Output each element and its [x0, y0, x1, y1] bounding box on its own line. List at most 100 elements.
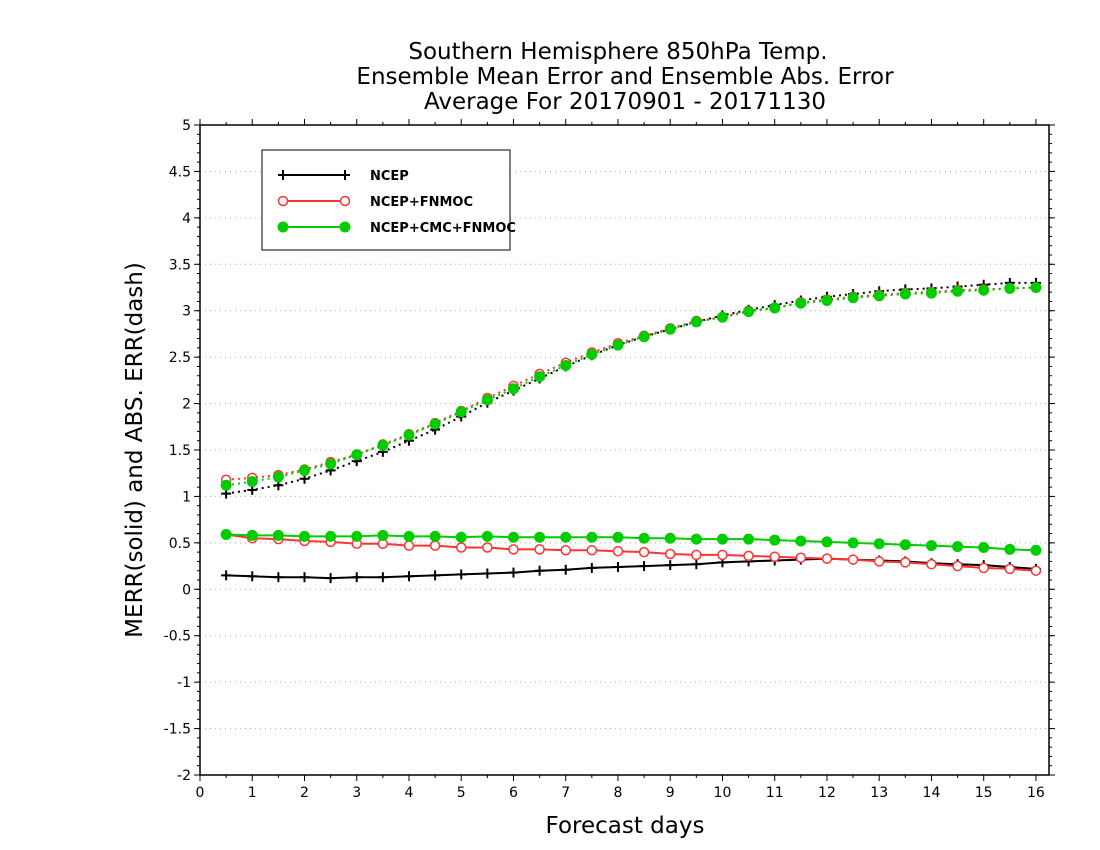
series-1-merr-point — [429, 540, 441, 551]
series-0-abserr-line — [225, 281, 1036, 495]
x-tick-label: 14 — [923, 785, 941, 801]
chart-title-line-2: Ensemble Mean Error and Ensemble Abs. Er… — [356, 64, 894, 90]
series-1-merr-point — [769, 551, 780, 563]
series-2-merr-point — [272, 529, 284, 541]
series-2-abserr-point — [351, 449, 363, 461]
y-tick-label: -1 — [177, 675, 191, 691]
series-0-merr-point — [273, 572, 284, 583]
legend-marker-right-1 — [339, 195, 351, 207]
series-2-merr-point — [612, 531, 624, 543]
series-1-merr-point — [403, 540, 415, 551]
series-2-merr-point — [1030, 544, 1042, 556]
x-tick-label: 5 — [457, 785, 466, 801]
y-axis-label: MERR(solid) and ABS. ERR(dash) — [122, 262, 148, 638]
y-tick-label: -0.5 — [164, 629, 191, 645]
series-2-abserr-point — [298, 464, 310, 476]
series-2-merr-point — [325, 530, 337, 542]
series-2-abserr-point — [429, 418, 441, 430]
series-2-merr-point — [821, 536, 833, 548]
y-tick-label: 2.5 — [169, 350, 191, 366]
series-2-abserr-point — [978, 284, 990, 296]
legend-marker-right-2 — [339, 221, 351, 233]
series-2-merr-point — [534, 531, 546, 543]
y-tick-label: 1.5 — [169, 443, 191, 459]
series-1-merr-point — [978, 562, 989, 574]
series-0-merr-point — [665, 560, 676, 571]
series-2-abserr-point — [455, 406, 467, 418]
series-2-abserr-point — [325, 458, 337, 470]
series-2-merr-point — [952, 541, 964, 553]
series-1-merr-point — [455, 542, 467, 553]
series-1-merr-point — [847, 554, 859, 565]
series-2-merr-point — [403, 530, 415, 542]
series-1-merr-point — [638, 546, 650, 558]
series-1-merr-point — [873, 556, 885, 567]
series-2-merr-point — [769, 534, 781, 546]
series-2-abserr-point — [743, 306, 755, 318]
series-2-merr-point — [507, 531, 519, 543]
series-1-merr-point — [508, 544, 519, 555]
series-1-merr-point — [586, 545, 598, 556]
series-2-merr-point — [455, 531, 467, 543]
x-tick-label: 8 — [614, 785, 623, 801]
x-tick-label: 1 — [248, 785, 257, 801]
legend-label-1: NCEP+FNMOC — [370, 195, 473, 210]
series-2-merr-point — [847, 537, 859, 549]
series-2-abserr-point — [534, 371, 546, 383]
series-0-merr-point — [403, 571, 414, 582]
series-2 — [220, 282, 1042, 556]
x-tick-label: 16 — [1027, 785, 1045, 801]
series-0-merr-point — [299, 572, 310, 583]
series-2-abserr-point — [507, 383, 519, 395]
x-tick-label: 13 — [870, 785, 888, 801]
x-tick-label: 15 — [975, 785, 993, 801]
series-0-merr-point — [639, 561, 650, 572]
series-1-merr-point — [612, 545, 624, 557]
series-2-abserr-point — [769, 302, 781, 314]
series-2-merr-point — [298, 530, 310, 542]
y-tick-label: 4.5 — [169, 164, 191, 180]
y-tick-label: 4 — [182, 211, 191, 227]
x-tick-label: 3 — [352, 785, 361, 801]
series-2-merr-point — [978, 542, 990, 553]
series-2-abserr-point — [272, 471, 284, 483]
x-tick-label: 9 — [666, 785, 675, 801]
y-tick-label: 0.5 — [169, 536, 191, 552]
series-0-merr-point — [691, 559, 702, 570]
series-1-abserr-line — [226, 286, 1036, 481]
series-2-merr-point — [716, 533, 728, 545]
series-1-merr-point — [900, 557, 911, 568]
series-2-merr-point — [560, 531, 572, 543]
series-2-abserr-point — [220, 479, 232, 491]
series-1-merr-point — [926, 558, 937, 570]
y-tick-label: 3.5 — [169, 257, 191, 273]
series-2-abserr-point — [899, 288, 911, 300]
series-2-abserr-line — [225, 286, 1036, 487]
series-2-merr-point — [351, 530, 363, 542]
x-tick-label: 2 — [300, 785, 309, 801]
legend: NCEP NCEP+FNMOC NCEP+CMC+FNMOC — [261, 149, 516, 251]
series-1-merr-point — [691, 549, 702, 561]
series-0-merr-point — [560, 564, 571, 575]
x-axis-label: Forecast days — [546, 813, 705, 839]
series-1-merr-point — [560, 545, 571, 556]
series-2-merr-point — [246, 529, 258, 541]
series-1-merr-point — [482, 542, 493, 553]
y-tick-label: 5 — [182, 118, 191, 134]
series-2-abserr-point — [403, 429, 415, 441]
series-2-merr-point — [795, 535, 807, 547]
series-1-merr-point — [534, 544, 545, 555]
y-tick-label: -2 — [177, 768, 191, 784]
series-2-merr-point — [638, 532, 650, 544]
series-2-abserr-point — [560, 360, 572, 371]
series-2-merr-point — [743, 533, 755, 545]
x-tick-label: 7 — [561, 785, 570, 801]
series-0-merr-point — [586, 562, 597, 573]
chart-title-line-3: Average For 20170901 - 20171130 — [424, 89, 826, 115]
series-2-abserr-point — [1030, 282, 1042, 293]
series-2-merr-point — [690, 533, 702, 545]
y-tick-label: -1.5 — [164, 722, 191, 738]
series-2-abserr-point — [246, 476, 258, 488]
series-2-abserr-point — [586, 348, 598, 360]
series-0-merr-line — [226, 557, 1036, 580]
